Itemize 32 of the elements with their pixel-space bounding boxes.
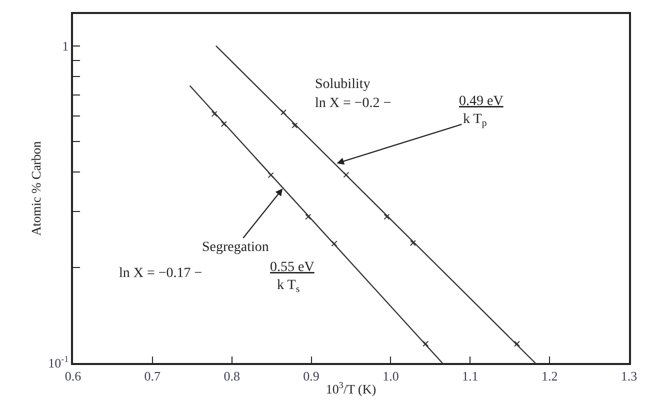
y-tick-label: 1 [62, 38, 69, 54]
annotation: 0.55 eV [270, 260, 314, 275]
annotation: Segregation [202, 240, 269, 255]
point [422, 340, 429, 347]
point [514, 340, 520, 347]
x-tick-label: 0.6 [64, 368, 82, 384]
x-tick-label: 0.9 [303, 368, 320, 384]
annotation: 0.49 eV [459, 94, 504, 109]
x-tick-label: 1.2 [541, 368, 558, 384]
x-tick-label: 1.3 [620, 368, 638, 384]
point [211, 110, 218, 117]
x-tick-label: 0.7 [144, 368, 162, 384]
annotation: k T$_{s}$ [277, 278, 300, 295]
point [220, 120, 227, 127]
y-tick-label: 10$^{-1}$ [48, 354, 69, 371]
point [410, 240, 416, 246]
x-axis-title: 10$^{3}$/T (K) [326, 380, 376, 396]
annotation: ln X = −0.17 − [119, 266, 202, 281]
point [280, 109, 286, 116]
point [384, 214, 390, 220]
y-axis-title: Atomic % Carbon [28, 140, 44, 236]
point [331, 240, 338, 247]
x-tick-label: 1.1 [462, 368, 478, 384]
x-tick-label: 1.0 [382, 368, 399, 384]
annotation: ln X = −0.2 − [315, 96, 392, 111]
x-tick-label: 0.8 [224, 368, 240, 384]
annotation: Solubility [315, 77, 370, 92]
point [343, 172, 350, 178]
point [268, 172, 274, 178]
point [292, 122, 298, 128]
annotation: k T$_{p}$ [463, 112, 487, 129]
point [305, 214, 312, 220]
